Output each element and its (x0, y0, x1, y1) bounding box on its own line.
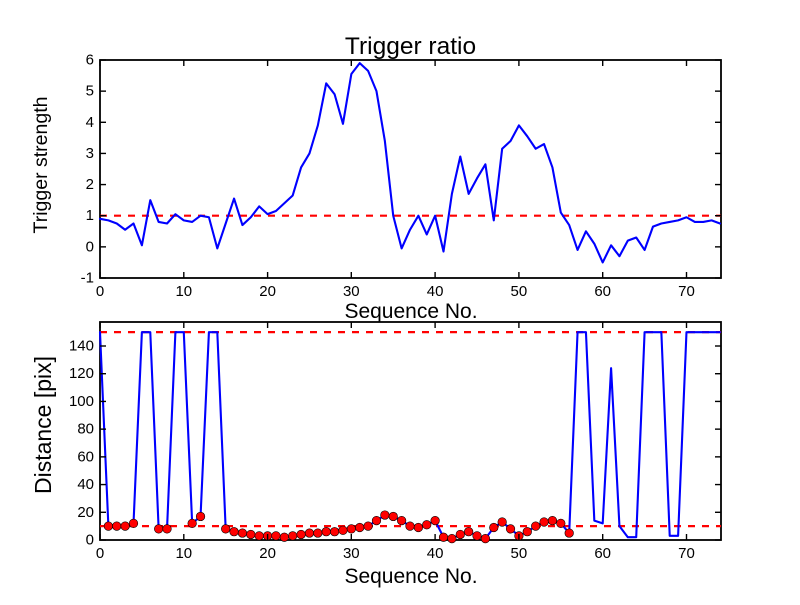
svg-text:3: 3 (86, 145, 94, 162)
svg-text:40: 40 (77, 476, 94, 493)
svg-text:80: 80 (77, 421, 94, 438)
svg-text:0: 0 (86, 238, 94, 255)
svg-text:4: 4 (86, 114, 94, 131)
svg-text:6: 6 (86, 52, 94, 69)
svg-text:30: 30 (343, 545, 360, 562)
svg-text:120: 120 (69, 365, 94, 382)
svg-text:0: 0 (86, 532, 94, 549)
svg-text:70: 70 (678, 283, 695, 300)
svg-text:40: 40 (427, 545, 444, 562)
svg-text:70: 70 (678, 545, 695, 562)
svg-text:Trigger strength: Trigger strength (30, 97, 52, 234)
svg-text:20: 20 (259, 545, 276, 562)
svg-text:60: 60 (594, 545, 611, 562)
svg-text:10: 10 (175, 283, 192, 300)
svg-text:140: 140 (69, 338, 94, 355)
svg-text:20: 20 (259, 283, 276, 300)
svg-text:Sequence No.: Sequence No. (344, 565, 477, 588)
svg-text:10: 10 (175, 545, 192, 562)
svg-text:100: 100 (69, 393, 94, 410)
svg-text:0: 0 (96, 545, 104, 562)
svg-text:60: 60 (594, 283, 611, 300)
svg-text:5: 5 (86, 83, 94, 100)
svg-text:Distance [pix]: Distance [pix] (30, 356, 56, 494)
svg-text:50: 50 (511, 283, 528, 300)
svg-text:30: 30 (343, 283, 360, 300)
svg-text:50: 50 (511, 545, 528, 562)
svg-text:2: 2 (86, 176, 94, 193)
svg-text:1: 1 (86, 207, 94, 224)
svg-text:Trigger ratio: Trigger ratio (345, 33, 476, 60)
svg-text:-1: -1 (81, 270, 94, 287)
svg-text:60: 60 (77, 448, 94, 465)
svg-text:20: 20 (77, 504, 94, 521)
svg-text:40: 40 (427, 283, 444, 300)
svg-text:0: 0 (96, 283, 104, 300)
svg-text:Sequence No.: Sequence No. (344, 300, 477, 323)
